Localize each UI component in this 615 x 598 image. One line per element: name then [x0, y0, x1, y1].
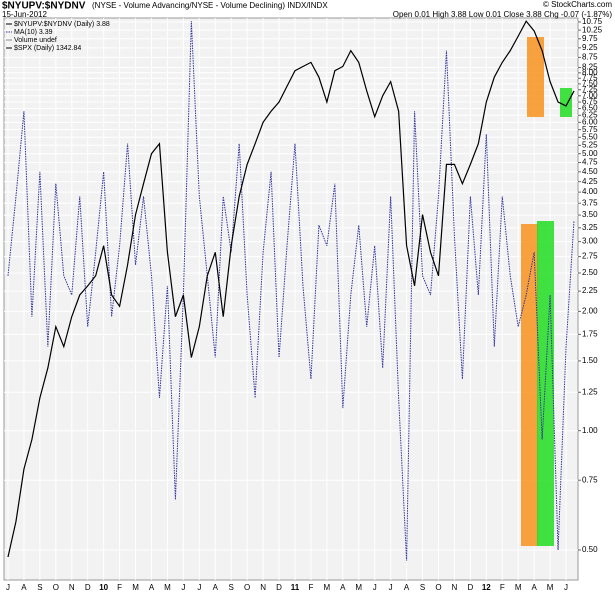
x-tick-label: N — [69, 583, 75, 592]
x-tick-label: M — [547, 583, 554, 592]
x-tick-label: M — [355, 583, 362, 592]
series-line — [7, 21, 575, 561]
y-tick-label: 10.75 — [582, 17, 603, 26]
highlight-box — [527, 37, 544, 117]
x-tick-label: N — [452, 583, 458, 592]
y-tick-label: 7.75 — [582, 73, 598, 82]
source: © StockCharts.com — [543, 0, 612, 9]
x-tick-label: S — [37, 583, 42, 592]
y-tick-label: 8.00 — [582, 68, 598, 77]
y-tick-label: 6.50 — [582, 104, 598, 113]
y-tick-label: 3.75 — [582, 198, 598, 207]
x-tick-label: S — [229, 583, 234, 592]
x-tick-label: N — [260, 583, 266, 592]
y-tick-label: 4.75 — [582, 158, 598, 167]
x-tick-label: A — [213, 583, 219, 592]
x-tick-label: O — [244, 583, 250, 592]
y-tick-label: 1.25 — [582, 387, 598, 396]
x-tick-label: 11 — [291, 583, 300, 592]
y-tick-label: 6.75 — [582, 97, 598, 106]
legend-label: $NYUPV:$NYDNV (Daily) 3.88 — [14, 21, 110, 28]
x-tick-label: J — [181, 583, 185, 592]
x-tick-label: D — [276, 583, 282, 592]
y-tick-label: 6.00 — [582, 117, 598, 126]
quote: Open 0.01 High 3.88 Low 0.01 Close 3.88 … — [393, 10, 613, 19]
y-tick-label: 9.25 — [582, 43, 598, 52]
x-tick-label: 10 — [99, 583, 108, 592]
y-tick-label: 5.00 — [582, 149, 598, 158]
x-tick-label: F — [117, 583, 122, 592]
x-tick-label: A — [21, 583, 27, 592]
x-tick-label: F — [308, 583, 313, 592]
x-tick-label: M — [515, 583, 522, 592]
y-tick-label: 5.25 — [582, 140, 598, 149]
x-tick-label: J — [389, 583, 393, 592]
x-tick-label: 12 — [482, 583, 491, 592]
y-tick-label: 0.75 — [582, 475, 598, 484]
x-tick-label: S — [420, 583, 425, 592]
y-tick-label: 3.00 — [582, 237, 598, 246]
x-tick-label: J — [564, 583, 568, 592]
y-tick-label: 10.25 — [582, 25, 603, 34]
y-tick-label: 3.25 — [582, 223, 598, 232]
y-tick-label: 2.25 — [582, 286, 598, 295]
x-tick-label: O — [435, 583, 441, 592]
x-tick-label: A — [149, 583, 155, 592]
x-tick-label: F — [500, 583, 505, 592]
x-tick-label: D — [85, 583, 91, 592]
plot-area — [3, 17, 579, 581]
lines — [7, 20, 575, 561]
chart-title: $NYUPV:$NYDNV — [2, 1, 86, 12]
x-tick-label: J — [6, 583, 10, 592]
y-tick-label: 7.50 — [582, 79, 598, 88]
y-tick-label: 4.00 — [582, 187, 598, 196]
legend-label: MA(10) 3.39 — [14, 29, 53, 36]
x-tick-label: J — [197, 583, 201, 592]
y-tick-label: 4.50 — [582, 167, 598, 176]
y-tick-label: 8.25 — [582, 63, 598, 72]
y-tick-label: 5.75 — [582, 125, 598, 134]
y-tick-label: 7.25 — [582, 85, 598, 94]
highlight-box — [521, 224, 538, 546]
y-tick-label: 4.25 — [582, 177, 598, 186]
y-tick-label: 9.75 — [582, 34, 598, 43]
y-tick-label: 0.50 — [582, 545, 598, 554]
y-tick-label: 1.50 — [582, 356, 598, 365]
y-tick-label: 1.00 — [582, 426, 598, 435]
series-line — [7, 20, 575, 558]
chart-subtitle: (NYSE - Volume Advancing/NYSE - Volume D… — [92, 1, 328, 10]
x-tick-label: M — [132, 583, 139, 592]
x-tick-label: A — [340, 583, 346, 592]
x-tick-label: A — [404, 583, 410, 592]
x-tick-label: M — [164, 583, 171, 592]
x-tick-label: D — [467, 583, 473, 592]
x-tick-label: A — [531, 583, 537, 592]
y-tick-label: 6.25 — [582, 110, 598, 119]
y-tick-label: 5.50 — [582, 132, 598, 141]
highlight-box — [560, 88, 572, 117]
date: 15-Jun-2012 — [2, 10, 47, 19]
y-tick-label: 2.75 — [582, 252, 598, 261]
y-tick-label: 7.00 — [582, 91, 598, 100]
y-tick-label: 8.75 — [582, 52, 598, 61]
y-tick-label: 2.00 — [582, 307, 598, 316]
y-tick-label: 3.50 — [582, 210, 598, 219]
x-tick-label: J — [373, 583, 377, 592]
y-tick-label: 1.75 — [582, 329, 598, 338]
x-tick-label: M — [324, 583, 331, 592]
y-tick-label: 2.50 — [582, 268, 598, 277]
x-tick-label: O — [53, 583, 59, 592]
legend-label: Volume undef — [14, 37, 57, 44]
legend-label: $SPX (Daily) 1342.84 — [14, 45, 81, 52]
